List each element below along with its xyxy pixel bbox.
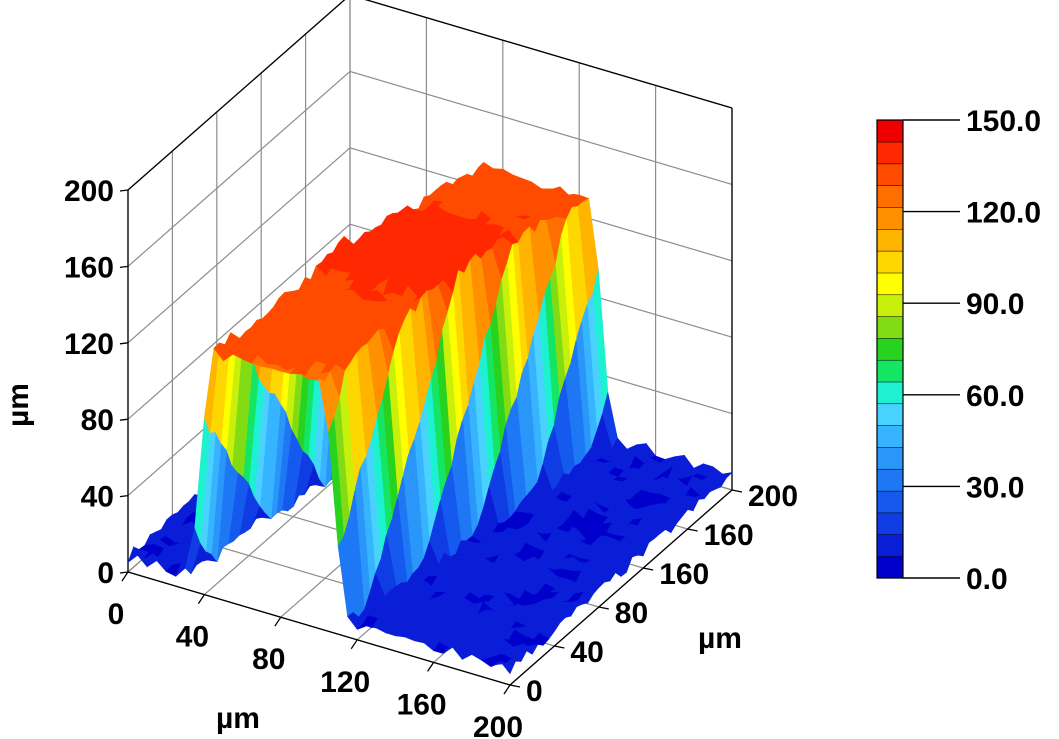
z-tick-mark xyxy=(119,189,129,192)
colorbar-tick-label: 150.0 xyxy=(966,105,1041,138)
colorbar-segment xyxy=(876,337,904,361)
z-tick-mark xyxy=(119,494,129,498)
back-wall-gridline xyxy=(349,70,733,185)
left-wall-gridline xyxy=(127,147,351,344)
z-tick-label: 120 xyxy=(64,328,114,361)
colorbar-segment xyxy=(876,512,904,535)
colorbar-segment xyxy=(876,250,904,274)
z-tick-mark xyxy=(119,265,129,269)
x-tick-mark xyxy=(350,639,358,650)
colorbar-tick-label: 60.0 xyxy=(966,380,1024,413)
surface-patch xyxy=(499,660,517,675)
colorbar-segment xyxy=(876,228,904,252)
x-tick-mark xyxy=(197,594,205,604)
colorbar-segment xyxy=(876,425,904,448)
axis-frame-edge xyxy=(364,0,733,109)
colorbar-segment xyxy=(876,119,904,143)
colorbar-segment xyxy=(876,446,904,470)
surface-layer xyxy=(127,161,733,675)
z-tick-mark xyxy=(119,418,129,421)
z-tick-label: 40 xyxy=(81,481,114,514)
colorbar-border xyxy=(876,119,904,579)
y-tick-label: 0 xyxy=(526,675,543,708)
y-tick-label: 40 xyxy=(570,636,603,669)
x-axis-label: µm xyxy=(216,702,260,735)
colorbar-tick-label: 0.0 xyxy=(966,563,1008,596)
colorbar-segment xyxy=(876,272,904,296)
colorbar-segment xyxy=(876,206,904,230)
x-tick-mark xyxy=(503,684,511,695)
z-tick-mark xyxy=(119,342,129,345)
y-axis-label: µm xyxy=(698,622,742,655)
x-tick-label: 160 xyxy=(397,688,447,721)
z-axis-label: µm xyxy=(2,383,35,427)
z-tick-label: 160 xyxy=(64,251,114,284)
colorbar-tick-label: 90.0 xyxy=(966,288,1024,321)
x-tick-mark xyxy=(274,616,282,627)
x-tick-label: 40 xyxy=(176,621,209,654)
colorbar-segment xyxy=(876,294,904,317)
y-tick-label: 80 xyxy=(615,597,648,630)
colorbar-segment xyxy=(876,555,904,579)
y-tick-label: 160 xyxy=(659,558,709,591)
x-tick-label: 120 xyxy=(320,666,370,699)
colorbar-tick-label: 30.0 xyxy=(966,471,1024,504)
back-wall-gridline xyxy=(364,0,733,109)
y-tick-mark xyxy=(509,684,521,688)
y-tick-mark xyxy=(598,606,609,610)
z-tick-label: 80 xyxy=(81,404,114,437)
axis-frame-edge xyxy=(127,571,511,686)
colorbar-segment xyxy=(876,468,904,492)
colorbar-tick-label: 120.0 xyxy=(966,197,1041,230)
left-wall-gridline xyxy=(127,223,351,420)
y-tick-mark xyxy=(554,645,565,649)
colorbar-segment xyxy=(876,163,904,186)
colorbar-segment xyxy=(876,490,904,514)
y-tick-label: 200 xyxy=(748,480,798,513)
colorbar-segment xyxy=(876,403,904,426)
z-tick-label: 200 xyxy=(64,175,114,208)
y-tick-mark xyxy=(731,489,743,493)
axis-frame-edge xyxy=(127,0,346,191)
x-tick-label: 80 xyxy=(252,643,285,676)
x-tick-label: 200 xyxy=(473,711,523,739)
colorbar-segment xyxy=(876,381,904,405)
y-tick-mark xyxy=(687,528,698,532)
colorbar: 0.0 30.0 60.0 90.0 120.0 150.0 xyxy=(876,105,1041,596)
x-tick-mark xyxy=(121,571,129,582)
x-tick-label: 0 xyxy=(108,598,125,631)
colorbar-segment xyxy=(876,359,904,383)
tick-layer: 0408012016020004080120160200040801601602… xyxy=(64,175,798,739)
z-tick-label: 0 xyxy=(97,557,114,590)
y-tick-label: 160 xyxy=(704,519,754,552)
x-tick-mark xyxy=(427,662,435,672)
colorbar-segment xyxy=(876,316,904,339)
colorbar-segment xyxy=(876,141,904,165)
colorbar-segment xyxy=(876,534,904,557)
z-tick-mark xyxy=(119,571,129,574)
colorbar-segment xyxy=(876,185,904,208)
left-wall-gridline xyxy=(127,70,351,267)
axis-frame-edge xyxy=(509,489,733,686)
y-tick-mark xyxy=(643,567,654,571)
